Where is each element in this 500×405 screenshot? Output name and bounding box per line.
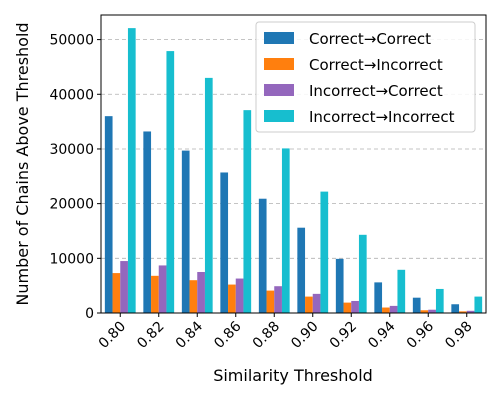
legend-box [255, 21, 476, 133]
bar [451, 304, 460, 313]
y-tick-label: 0 [85, 306, 94, 322]
bar [335, 258, 344, 313]
legend-swatch [264, 110, 294, 122]
bar [151, 275, 159, 313]
bar [343, 302, 352, 313]
y-tick-label: 30000 [49, 142, 94, 158]
bar [466, 310, 475, 313]
y-axis-label: Number of Chains Above Threshold [13, 22, 32, 305]
legend-label: Incorrect→Incorrect [309, 108, 455, 126]
y-tick-label: 20000 [49, 197, 94, 213]
bar [220, 172, 229, 313]
plot-frame [100, 14, 487, 314]
bar [412, 297, 421, 313]
bar [120, 261, 128, 313]
legend-label: Correct→Correct [309, 30, 431, 48]
bar [297, 227, 306, 313]
bar [435, 288, 444, 313]
bar [266, 290, 275, 313]
bar [397, 269, 406, 313]
bar [243, 110, 252, 313]
y-tick-label: 40000 [49, 87, 94, 103]
legend: Correct→Correct Correct→Incorrect Incorrec… [255, 21, 476, 133]
bar [189, 280, 198, 313]
bar [374, 282, 383, 313]
legend-label: Incorrect→Correct [309, 82, 443, 100]
bar [382, 307, 390, 313]
bar [104, 116, 113, 313]
bar [351, 300, 359, 313]
bar [181, 150, 190, 313]
bar [459, 311, 467, 313]
bars [104, 28, 483, 314]
y-axis: 0 10000 20000 30000 40000 50000 [49, 33, 101, 322]
bar [158, 265, 167, 313]
bar [389, 305, 398, 313]
bar [127, 28, 136, 314]
bar [305, 296, 313, 313]
bar [420, 310, 429, 313]
bar [320, 191, 329, 313]
legend-swatch [264, 84, 294, 96]
bar [281, 148, 290, 313]
bar [312, 293, 321, 313]
bar [197, 271, 205, 313]
y-tick-label: 10000 [49, 251, 94, 267]
bar [474, 296, 483, 313]
bar [143, 131, 152, 313]
bar [112, 273, 121, 313]
x-axis-label: Similarity Threshold [213, 366, 373, 385]
bar [274, 286, 282, 313]
legend-swatch [264, 32, 294, 44]
bar [428, 309, 436, 313]
bar [228, 284, 236, 313]
bar [166, 51, 175, 313]
bar [258, 198, 267, 313]
legend-swatch [264, 58, 294, 70]
y-tick-label: 50000 [49, 33, 94, 49]
bar [358, 234, 367, 313]
bar [235, 278, 244, 313]
bar [204, 77, 213, 313]
legend-label: Correct→Incorrect [309, 56, 443, 74]
